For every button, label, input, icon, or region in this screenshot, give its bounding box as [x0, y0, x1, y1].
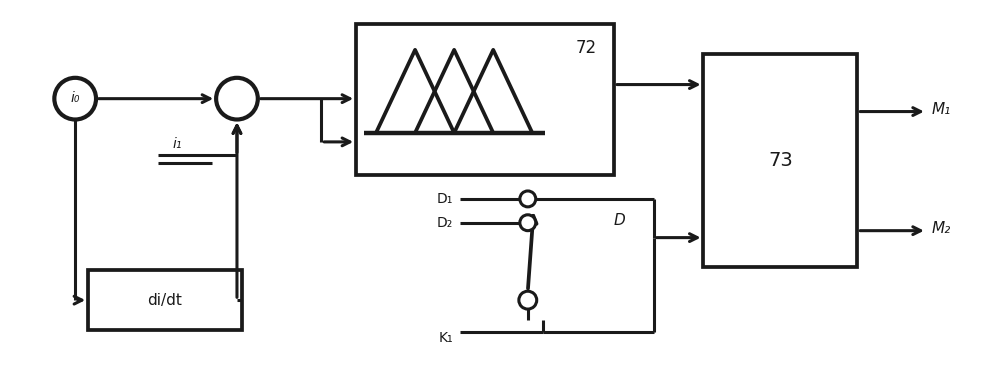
Text: D: D: [613, 213, 625, 228]
Bar: [356, 24, 614, 175]
Text: M₁: M₁: [932, 102, 951, 117]
Circle shape: [54, 78, 96, 119]
Text: K₁: K₁: [439, 331, 453, 345]
Text: i₁: i₁: [172, 137, 182, 151]
Circle shape: [520, 215, 536, 231]
Text: 73: 73: [768, 151, 793, 170]
Text: M₂: M₂: [932, 221, 951, 236]
Text: D₁: D₁: [437, 192, 453, 206]
Bar: [88, 270, 242, 330]
Circle shape: [520, 191, 536, 207]
Text: di/dt: di/dt: [148, 293, 182, 308]
Circle shape: [519, 291, 537, 309]
Bar: [703, 54, 857, 267]
Text: 72: 72: [575, 39, 596, 57]
Text: D₂: D₂: [437, 216, 453, 230]
Text: i₀: i₀: [70, 91, 80, 105]
Circle shape: [216, 78, 258, 119]
